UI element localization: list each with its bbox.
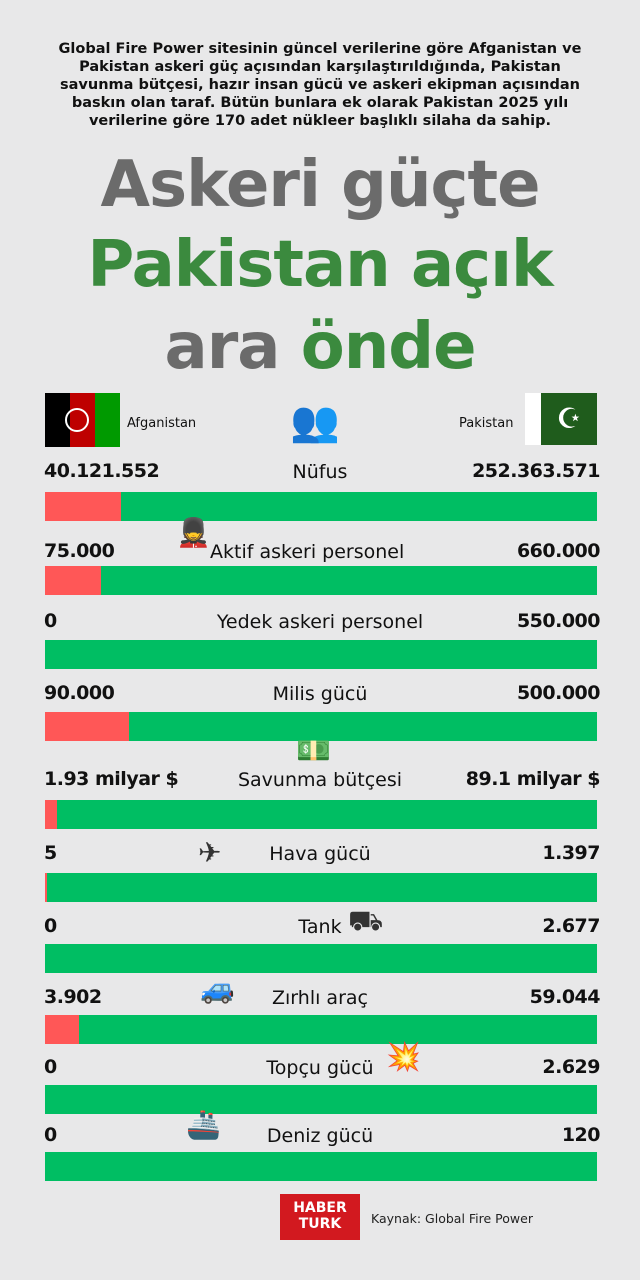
title-line-3b: önde: [300, 310, 477, 384]
bar-pakistan: [45, 712, 597, 741]
right-value: 660.000: [516, 540, 601, 562]
bar-afghanistan: [45, 800, 57, 829]
left-value: 0: [44, 610, 57, 632]
bar-pakistan: [45, 1085, 597, 1114]
pakistan-flag-icon: ☪: [525, 393, 597, 445]
category-label: Yedek askeri personel: [216, 611, 424, 633]
category-label: Milis gücü: [272, 683, 368, 705]
left-value: 40.121.552: [44, 460, 160, 482]
category-label: Aktif askeri personel: [210, 541, 405, 563]
right-value: 550.000: [516, 610, 601, 632]
right-value: 2.677: [542, 915, 600, 937]
left-value: 0: [44, 1056, 57, 1078]
money-icon: 💵: [296, 734, 331, 767]
intro-text: Global Fire Power sitesinin güncel veril…: [58, 41, 582, 129]
bar-pakistan: [45, 873, 597, 902]
left-value: 3.902: [44, 986, 102, 1008]
category-label: Nüfus: [292, 461, 348, 483]
haberturk-logo: HABER TURK: [280, 1194, 360, 1240]
left-value: 90.000: [44, 682, 115, 704]
bar-pakistan: [45, 1152, 597, 1181]
armored-vehicle-icon: 🚙: [200, 972, 235, 1005]
bar-afghanistan: [45, 873, 47, 902]
bar-afghanistan: [45, 492, 121, 521]
right-value: 1.397: [542, 842, 600, 864]
country-left-label: Afganistan: [127, 416, 197, 431]
soldier-icon: 💂: [176, 516, 211, 549]
title-line-2: Pakistan açık: [87, 228, 553, 302]
bar-pakistan: [45, 492, 597, 521]
title-line-3: ara önde: [0, 312, 640, 382]
left-value: 0: [44, 1124, 57, 1146]
right-value: 89.1 milyar $: [465, 768, 601, 790]
right-value: 59.044: [529, 986, 601, 1008]
category-label: Zırhlı araç: [272, 987, 368, 1009]
right-value: 120: [561, 1124, 601, 1146]
warship-icon: 🚢: [186, 1108, 221, 1141]
right-value: 500.000: [516, 682, 601, 704]
bar-pakistan: [45, 944, 597, 973]
bar-pakistan: [45, 800, 597, 829]
bar-afghanistan: [45, 712, 130, 741]
jet-icon: ✈: [198, 836, 222, 869]
category-label: Savunma bütçesi: [237, 769, 403, 791]
category-label: Tank: [298, 916, 342, 938]
artillery-icon: 💥: [386, 1040, 421, 1073]
right-value: 252.363.571: [472, 460, 600, 482]
people-icon: 👥: [290, 399, 340, 445]
bar-pakistan: [45, 640, 597, 669]
country-right-label: Pakistan: [459, 416, 514, 431]
source-text: Kaynak: Global Fire Power: [371, 1211, 533, 1226]
right-value: 2.629: [542, 1056, 600, 1078]
category-label: Topçu gücü: [266, 1057, 374, 1079]
left-value: 5: [44, 842, 57, 864]
bar-pakistan: [45, 1015, 597, 1044]
title-line-3a: ara: [164, 310, 301, 384]
bar-pakistan: [45, 566, 597, 595]
afghanistan-flag-icon: [45, 393, 120, 447]
category-label: Deniz gücü: [266, 1125, 374, 1147]
left-value: 1.93 milyar $: [44, 768, 179, 790]
left-value: 0: [44, 915, 57, 937]
bar-afghanistan: [45, 566, 102, 595]
bar-afghanistan: [45, 1015, 80, 1044]
left-value: 75.000: [44, 540, 115, 562]
title-line-1: Askeri güçte: [100, 148, 541, 222]
tank-icon: ⛟: [348, 904, 384, 937]
category-label: Hava gücü: [269, 843, 371, 865]
